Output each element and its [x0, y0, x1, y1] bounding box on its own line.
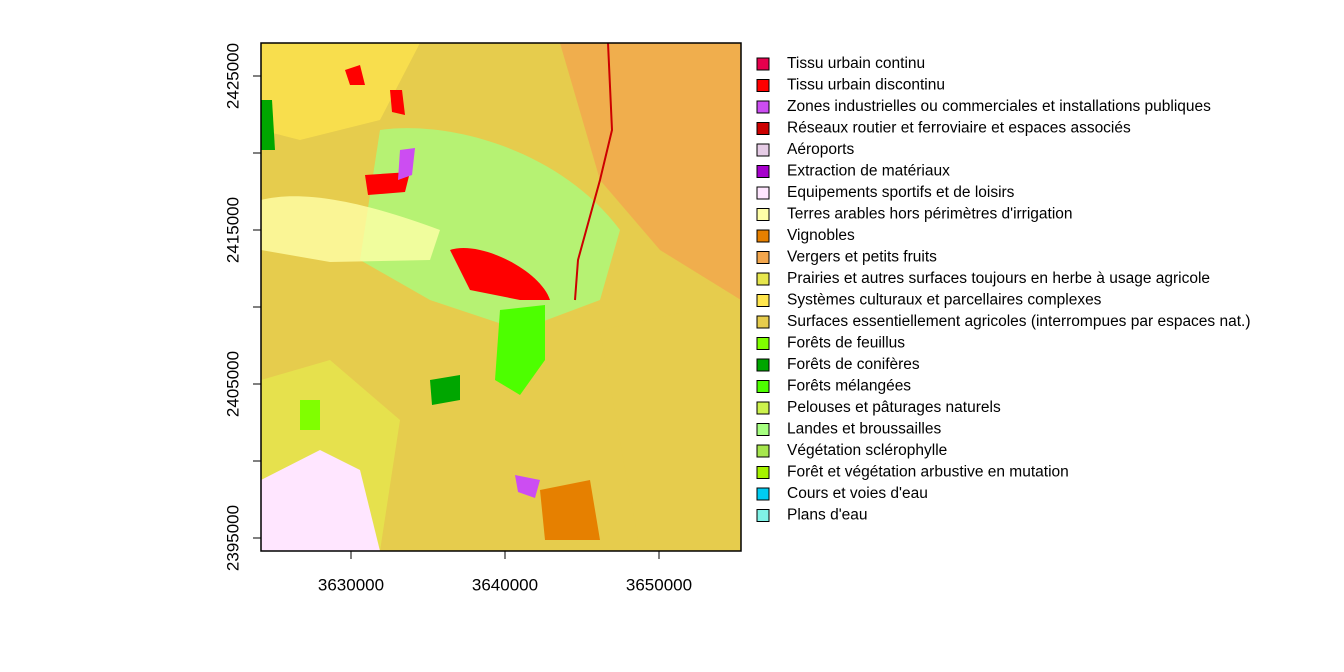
- y-tick-label: 2395000: [223, 505, 242, 571]
- y-tick-label: 2425000: [223, 43, 242, 109]
- legend-swatch: [756, 487, 770, 501]
- legend-label: Systèmes culturaux et parcellaires compl…: [787, 292, 1102, 309]
- legend-label: Vergers et petits fruits: [787, 249, 937, 266]
- legend-label: Pelouses et pâturages naturels: [787, 399, 1001, 416]
- legend-swatch: [756, 423, 770, 436]
- legend-label: Landes et broussailles: [787, 421, 941, 438]
- legend-label: Vignobles: [787, 227, 855, 244]
- legend-swatch: [756, 251, 770, 264]
- x-tick-label: 3630000: [318, 575, 384, 594]
- legend-swatch: [756, 380, 770, 393]
- legend-label: Equipements sportifs et de loisirs: [787, 184, 1015, 201]
- legend-label: Extraction de matériaux: [787, 163, 950, 180]
- y-tick-label: 2405000: [223, 351, 242, 417]
- legend-swatch: [756, 358, 770, 372]
- legend-swatch: [756, 509, 770, 522]
- legend-swatch: [756, 444, 770, 458]
- legend-label: Végétation sclérophylle: [787, 442, 947, 459]
- legend-swatch: [756, 229, 770, 243]
- legend-swatch: [756, 57, 770, 71]
- legend-swatch: [756, 143, 770, 157]
- legend-label: Aéroports: [787, 141, 854, 158]
- legend-label: Terres arables hors périmètres d'irrigat…: [787, 206, 1073, 223]
- legend-label: Tissu urbain continu: [787, 55, 925, 72]
- legend-swatch: [756, 294, 770, 307]
- legend-label: Forêts de feuillus: [787, 335, 905, 352]
- map-frame: [260, 42, 742, 552]
- legend-label: Prairies et autres surfaces toujours en …: [787, 270, 1210, 287]
- land-cover-raster: [261, 43, 741, 551]
- legend-swatch: [756, 208, 770, 221]
- x-tick-label: 3640000: [472, 575, 538, 594]
- legend-label: Forêts de conifères: [787, 356, 920, 373]
- legend-swatch: [756, 466, 770, 479]
- legend-swatch: [756, 315, 770, 329]
- legend-label: Forêts mélangées: [787, 378, 911, 395]
- legend-swatch: [756, 79, 770, 92]
- legend-label: Cours et voies d'eau: [787, 485, 928, 502]
- legend-label: Réseaux routier et ferroviaire et espace…: [787, 120, 1131, 137]
- legend-swatch: [756, 100, 770, 114]
- legend-label: Tissu urbain discontinu: [787, 77, 945, 94]
- y-tick-label: 2415000: [223, 197, 242, 263]
- legend-swatch: [756, 165, 770, 178]
- legend-swatch: [756, 337, 770, 350]
- legend-swatch: [756, 122, 770, 135]
- legend-swatch: [756, 401, 770, 415]
- legend-label: Forêt et végétation arbustive en mutatio…: [787, 464, 1069, 481]
- x-tick-label: 3650000: [626, 575, 692, 594]
- legend-label: Surfaces essentiellement agricoles (inte…: [787, 313, 1251, 330]
- legend-label: Plans d'eau: [787, 507, 868, 524]
- legend-label: Zones industrielles ou commerciales et i…: [787, 98, 1211, 115]
- legend-swatch: [756, 186, 770, 200]
- legend-swatch: [756, 272, 770, 286]
